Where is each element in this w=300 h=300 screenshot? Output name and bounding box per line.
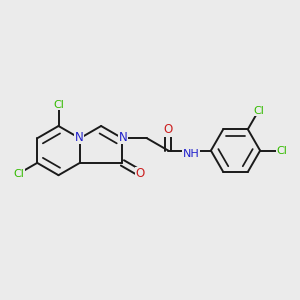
Text: Cl: Cl: [13, 169, 24, 178]
Text: O: O: [136, 167, 145, 180]
Text: Cl: Cl: [277, 146, 287, 156]
Text: NH: NH: [183, 149, 200, 159]
Text: N: N: [74, 130, 83, 144]
Text: N: N: [119, 131, 128, 144]
Text: Cl: Cl: [53, 100, 64, 110]
Text: O: O: [164, 123, 173, 136]
Text: Cl: Cl: [254, 106, 264, 116]
